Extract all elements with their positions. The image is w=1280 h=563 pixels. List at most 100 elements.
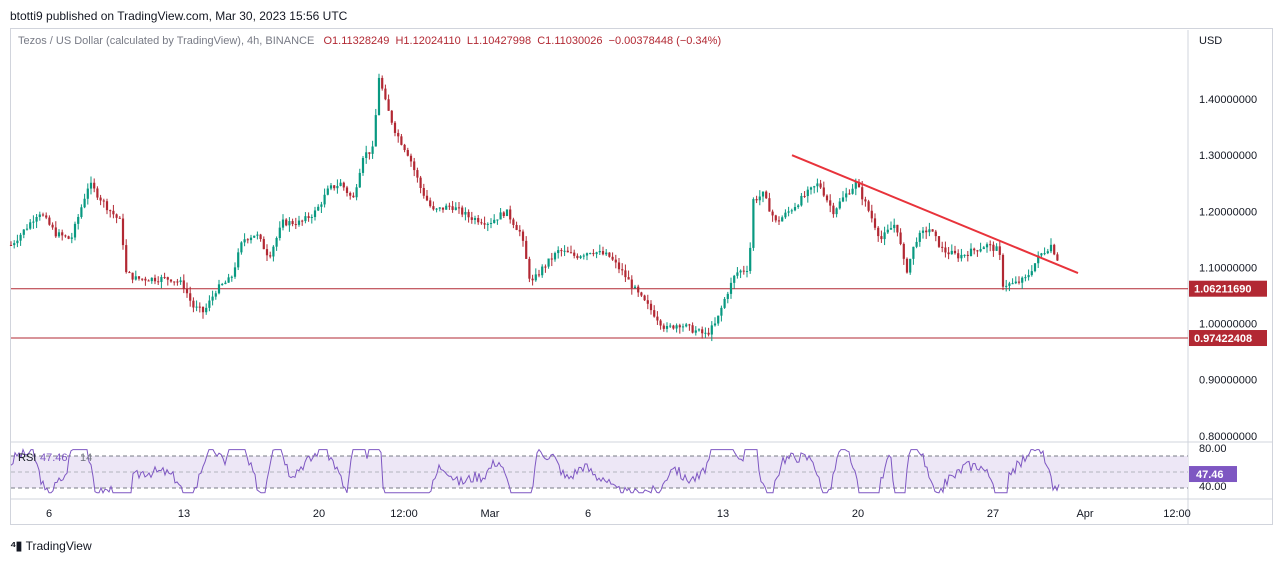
candle-up (813, 186, 816, 188)
candle-up (313, 210, 317, 218)
candle-up (557, 250, 560, 254)
candle-up (374, 115, 377, 147)
candle-up (851, 188, 854, 194)
candle-up (454, 207, 457, 210)
candle-down (973, 248, 976, 251)
candle-up (205, 307, 208, 313)
candle-up (982, 247, 985, 250)
candle-up (745, 271, 749, 273)
candle-up (278, 227, 281, 238)
candle-down (105, 201, 109, 211)
candle-down (819, 183, 822, 188)
support-price-label: 0.97422408 (1194, 333, 1252, 345)
time-tick-label: 20 (313, 508, 325, 520)
candle-down (147, 280, 150, 282)
candle-up (1021, 277, 1024, 283)
candle-down (521, 231, 525, 241)
candle-down (403, 144, 406, 151)
rsi-indicator-label: RSI (18, 452, 36, 464)
time-tick-label: 12:00 (390, 508, 418, 520)
candle-down (992, 244, 995, 251)
candle-up (736, 272, 739, 276)
candle-down (291, 221, 294, 225)
candle-down (509, 209, 512, 220)
candle-up (893, 224, 896, 229)
candle-up (800, 195, 803, 206)
candle-down (902, 243, 905, 259)
high-value: H1.12024110 (395, 35, 461, 47)
candle-down (947, 252, 950, 255)
candle-down (406, 150, 409, 156)
candle-down (201, 306, 205, 313)
candle-up (489, 222, 493, 224)
candle-down (457, 207, 461, 209)
candle-down (192, 300, 195, 308)
candle-down (269, 255, 272, 257)
candle-up (669, 325, 672, 327)
candle-up (605, 252, 608, 255)
candle-down (409, 155, 413, 162)
candle-down (429, 200, 432, 207)
candle-up (29, 222, 32, 229)
candle-up (243, 239, 246, 243)
candle-up (838, 201, 841, 209)
time-tick-label: 6 (585, 508, 591, 520)
candle-down (518, 229, 521, 232)
candle-up (915, 241, 918, 247)
candle-down (483, 223, 486, 225)
candle-down (285, 219, 288, 226)
candle-up (505, 209, 509, 217)
candle-up (921, 230, 925, 233)
candle-up (963, 254, 966, 256)
candle-up (240, 242, 243, 253)
candle-down (537, 274, 541, 276)
footer-brand[interactable]: ⁴▮ TradingView (10, 538, 92, 554)
candle-down (608, 252, 611, 257)
candle-up (80, 207, 83, 217)
brand-name: TradingView (25, 539, 92, 553)
candle-up (272, 246, 275, 257)
candle-up (1037, 255, 1040, 264)
candle-down (422, 188, 425, 196)
candle-up (752, 199, 755, 248)
candle-up (464, 211, 467, 215)
candle-up (534, 274, 537, 281)
candle-down (166, 277, 169, 280)
candle-up (329, 185, 333, 189)
candle-up (720, 307, 723, 316)
candle-down (390, 110, 393, 123)
candle-down (861, 187, 864, 200)
candle-down (640, 292, 643, 296)
candle-up (195, 306, 198, 308)
candle-up (496, 219, 499, 221)
candle-up (25, 228, 29, 230)
candle-up (22, 229, 25, 235)
candle-down (345, 187, 349, 193)
candle-up (979, 249, 982, 252)
rsi-legend-value: 47.46 (40, 452, 68, 464)
candle-up (790, 210, 793, 212)
candle-down (393, 122, 397, 133)
time-tick-label: 27 (987, 508, 999, 520)
candle-up (1014, 281, 1017, 284)
candle-up (950, 250, 953, 255)
price-tick-label: 1.20000000 (1199, 206, 1257, 218)
time-tick-label: 6 (46, 508, 52, 520)
candle-down (451, 206, 454, 210)
candle-up (909, 258, 912, 273)
candle-down (998, 246, 1001, 255)
candle-down (569, 252, 573, 254)
candle-up (787, 211, 790, 213)
candle-up (969, 248, 973, 256)
candle-up (323, 194, 326, 205)
candle-down (349, 192, 352, 196)
candle-up (275, 237, 278, 247)
resistance-trendline (791, 154, 1079, 274)
candle-down (653, 310, 656, 317)
candle-down (176, 281, 179, 283)
candle-down (1053, 244, 1056, 255)
candle-up (237, 252, 240, 268)
candle-down (121, 218, 125, 246)
candle-down (774, 215, 777, 221)
